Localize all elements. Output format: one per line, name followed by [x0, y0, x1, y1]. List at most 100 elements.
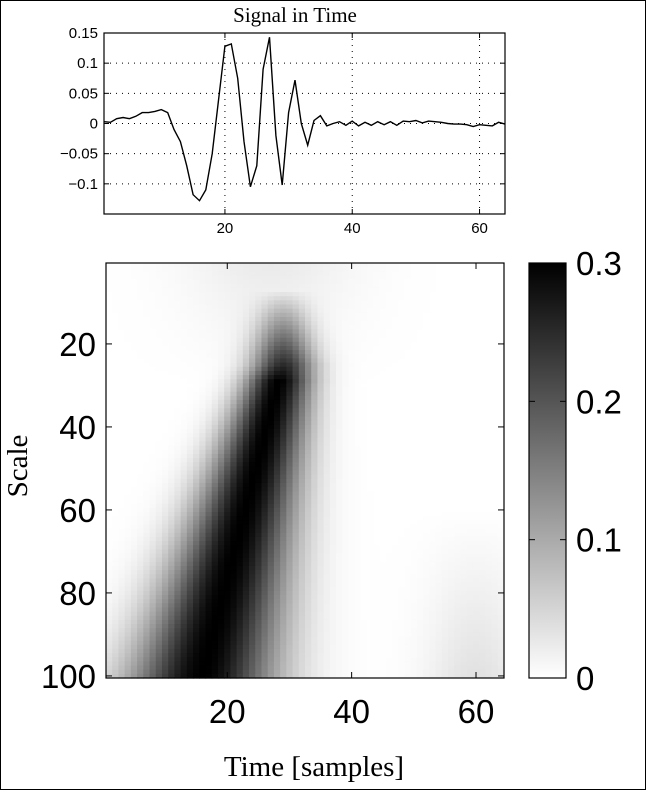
heatmap-cell [143, 520, 151, 526]
heatmap-cell [441, 358, 449, 364]
heatmap-cell [454, 462, 462, 467]
heatmap-cell [298, 528, 306, 534]
heatmap-cell [174, 433, 182, 438]
heatmap-cell [373, 379, 381, 384]
heatmap-cell [441, 399, 449, 405]
heatmap-cell [143, 487, 151, 492]
heatmap-cell [137, 528, 144, 534]
heatmap-cell [205, 491, 213, 496]
heatmap-cell [354, 350, 362, 355]
heatmap-cell [112, 312, 120, 318]
heatmap-cell [217, 366, 225, 372]
heatmap-cell [479, 516, 486, 521]
heatmap-cell [193, 449, 200, 455]
heatmap-cell [193, 516, 200, 521]
heatmap-cell [317, 325, 325, 330]
heatmap-cell [143, 478, 151, 484]
heatmap-cell [373, 366, 381, 372]
heatmap-cell [118, 557, 126, 563]
heatmap-cell [224, 362, 231, 368]
heatmap-cell [155, 341, 163, 347]
heatmap-cell [485, 333, 493, 339]
heatmap-cell [286, 296, 294, 301]
heatmap-cell [491, 395, 499, 401]
heatmap-cell [124, 333, 132, 339]
heatmap-cell [398, 412, 406, 418]
heatmap-cell [205, 462, 213, 467]
heatmap-cell [472, 474, 480, 480]
heatmap-cell [454, 420, 462, 426]
heatmap-cell [305, 333, 312, 339]
heatmap-cell [342, 321, 350, 326]
heatmap-cell [448, 578, 455, 584]
heatmap-cell [398, 333, 406, 339]
heatmap-cell [249, 316, 256, 322]
heatmap-cell [106, 379, 113, 384]
heatmap-cell [286, 570, 294, 575]
heatmap-cell [137, 582, 144, 588]
heatmap-cell [242, 541, 250, 546]
heatmap-cell [292, 337, 300, 343]
heatmap-cell [367, 491, 375, 496]
heatmap-cell [429, 275, 437, 281]
heatmap-cell [360, 565, 368, 571]
heatmap-cell [249, 433, 256, 438]
heatmap-cell [404, 466, 412, 472]
heatmap-cell [199, 528, 207, 534]
heatmap-cell [180, 429, 188, 434]
heatmap-cell [143, 267, 151, 272]
heatmap-cell [205, 341, 213, 347]
heatmap-cell [230, 512, 238, 517]
heatmap-cell [367, 507, 375, 513]
heatmap-cell [236, 520, 244, 526]
heatmap-cell [161, 395, 169, 401]
heatmap-cell [342, 267, 350, 272]
heatmap-cell [224, 416, 231, 422]
heatmap-cell [230, 350, 238, 355]
heatmap-cell [174, 329, 182, 335]
heatmap-cell [367, 478, 375, 484]
heatmap-cell [454, 545, 462, 550]
heatmap-cell [242, 449, 250, 455]
heatmap-cell [305, 424, 312, 430]
heatmap-cell [292, 561, 300, 567]
heatmap-cell [161, 391, 169, 397]
heatmap-cell [267, 267, 275, 272]
heatmap-cell [360, 416, 368, 422]
heatmap-cell [367, 300, 375, 306]
heatmap-cell [168, 429, 176, 434]
heatmap-cell [174, 346, 182, 351]
heatmap-cell [367, 565, 375, 571]
heatmap-cell [193, 337, 200, 343]
heatmap-cell [106, 512, 113, 517]
heatmap-cell [112, 495, 120, 501]
heatmap-cell [392, 507, 399, 513]
heatmap-cell [479, 570, 486, 575]
heatmap-cell [273, 582, 281, 588]
heatmap-cell [155, 387, 163, 393]
heatmap-cell [472, 565, 480, 571]
heatmap-cell [193, 399, 200, 405]
heatmap-cell [186, 437, 194, 443]
heatmap-cell [404, 437, 412, 443]
heatmap-cell [392, 391, 399, 397]
heatmap-cell [485, 424, 493, 430]
heatmap-cell [143, 375, 151, 380]
heatmap-cell [205, 578, 213, 584]
heatmap-cell [261, 578, 269, 584]
heatmap-cell [112, 370, 120, 376]
heatmap-cell [236, 379, 244, 384]
heatmap-cell [497, 541, 505, 546]
heatmap-cell [236, 512, 244, 517]
heatmap-cell [448, 416, 455, 422]
heatmap-cell [149, 570, 157, 575]
heatmap-cell [155, 287, 163, 293]
heatmap-cell [460, 296, 468, 301]
heatmap-cell [205, 395, 213, 401]
heatmap-cell [404, 387, 412, 393]
heatmap-cell [180, 341, 188, 347]
heatmap-cell [249, 437, 256, 443]
heatmap-cell [118, 329, 126, 335]
heatmap-cell [466, 391, 474, 397]
heatmap-cell [155, 462, 163, 467]
